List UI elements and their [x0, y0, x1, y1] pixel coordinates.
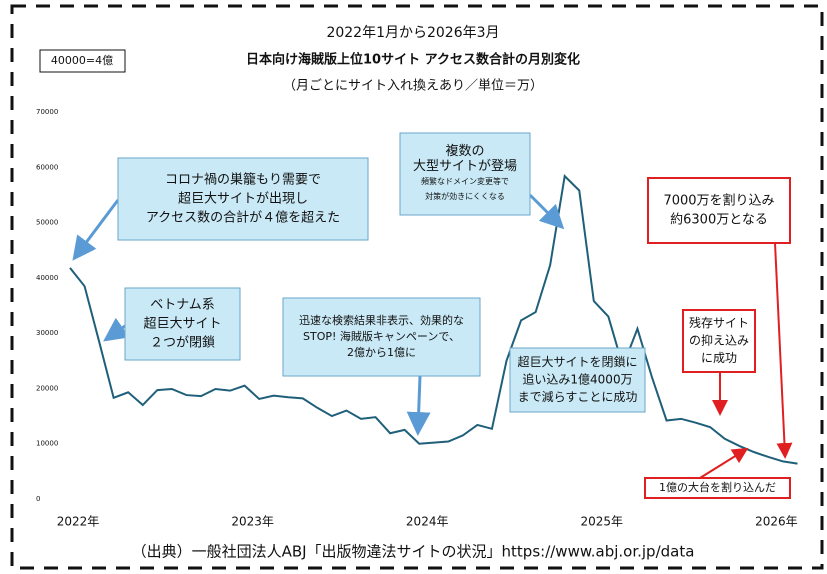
y-tick-label: 20000 [36, 384, 58, 392]
x-tick-label: 2024年 [406, 515, 449, 529]
annotation-box [399, 132, 531, 216]
y-tick-label: 10000 [36, 440, 58, 448]
x-tick-label: 2022年 [57, 515, 100, 529]
annotation-text: 2億から1億に [347, 346, 416, 359]
annotation-text: 残存サイト [689, 316, 749, 330]
source: （出典）一般社団法人ABJ「出版物違法サイトの状況」https://www.ab… [132, 543, 695, 561]
annotation-text: コロナ禍の巣籠もり需要で [165, 172, 321, 188]
annotation-box [647, 177, 791, 244]
title: 2022年1月から2026年3月 [326, 25, 499, 41]
arrow [528, 193, 565, 230]
annotation-text: 超巨大サイト [143, 317, 221, 332]
annotation-text: 追い込み1億4000万 [522, 372, 632, 387]
x-tick-label: 2026年 [755, 515, 798, 529]
annotation-box [509, 347, 646, 413]
annotation-box [117, 157, 369, 241]
arrow [72, 199, 120, 261]
annotation-text: アクセス数の合計が４億を超えた [146, 209, 340, 225]
annotation-text: 迅速な検索結果非表示、効果的な [299, 313, 464, 327]
annotation-text: STOP! 海賊版キャンペーンで、 [303, 329, 460, 343]
annotation-text: ２つが閉鎖 [150, 334, 215, 350]
arrow [103, 317, 130, 342]
annotation-text: 約6300万となる [670, 212, 768, 227]
annotation-text: 頻繁なドメイン変更等で [421, 176, 509, 186]
annotation-text: 大型サイトが登場 [413, 159, 517, 174]
annotation-box [682, 309, 756, 373]
x-tick-label: 2023年 [231, 515, 274, 529]
annotation-text: に成功 [701, 351, 737, 365]
annotation-text: 複数の [445, 143, 484, 159]
note: 40000=4億 [51, 54, 113, 67]
x-tick-label: 2025年 [581, 515, 624, 529]
annotation-text: 1億の大台を割り込んだ [659, 480, 776, 494]
arrow [699, 447, 749, 479]
annotation-text: 超巨大サイトが出現し [178, 192, 308, 207]
annotation-text: の抑え込み [689, 333, 749, 348]
arrow [774, 242, 793, 459]
y-tick-label: 60000 [36, 163, 58, 171]
line [69, 174, 798, 465]
frame [10, 4, 824, 570]
annotation-text: まで減らすことに成功 [518, 389, 638, 404]
annotation-text: 7000万を割り込み [663, 193, 774, 209]
y-tick-label: 50000 [36, 219, 58, 227]
annotation-text: 超巨大サイトを閉鎖に [517, 354, 637, 369]
y-tick-label: 30000 [36, 329, 58, 337]
annotation-box [282, 297, 481, 377]
annotation-box [644, 477, 791, 499]
y-tick-label: 0 [36, 495, 40, 503]
subtitle: （月ごとにサイト入れ換えあり／単位＝万） [283, 78, 543, 94]
title: 日本向け海賊版上位10サイト アクセス数合計の月別変化 [246, 52, 580, 68]
y-tick-label: 40000 [36, 274, 58, 282]
note-box [39, 49, 126, 73]
annotation-box [124, 287, 241, 361]
annotation-text: 対策が効きにくくなる [425, 191, 505, 201]
annotation-text: ベトナム系 [150, 298, 215, 313]
arrow [406, 375, 431, 436]
y-tick-label: 70000 [36, 108, 58, 116]
